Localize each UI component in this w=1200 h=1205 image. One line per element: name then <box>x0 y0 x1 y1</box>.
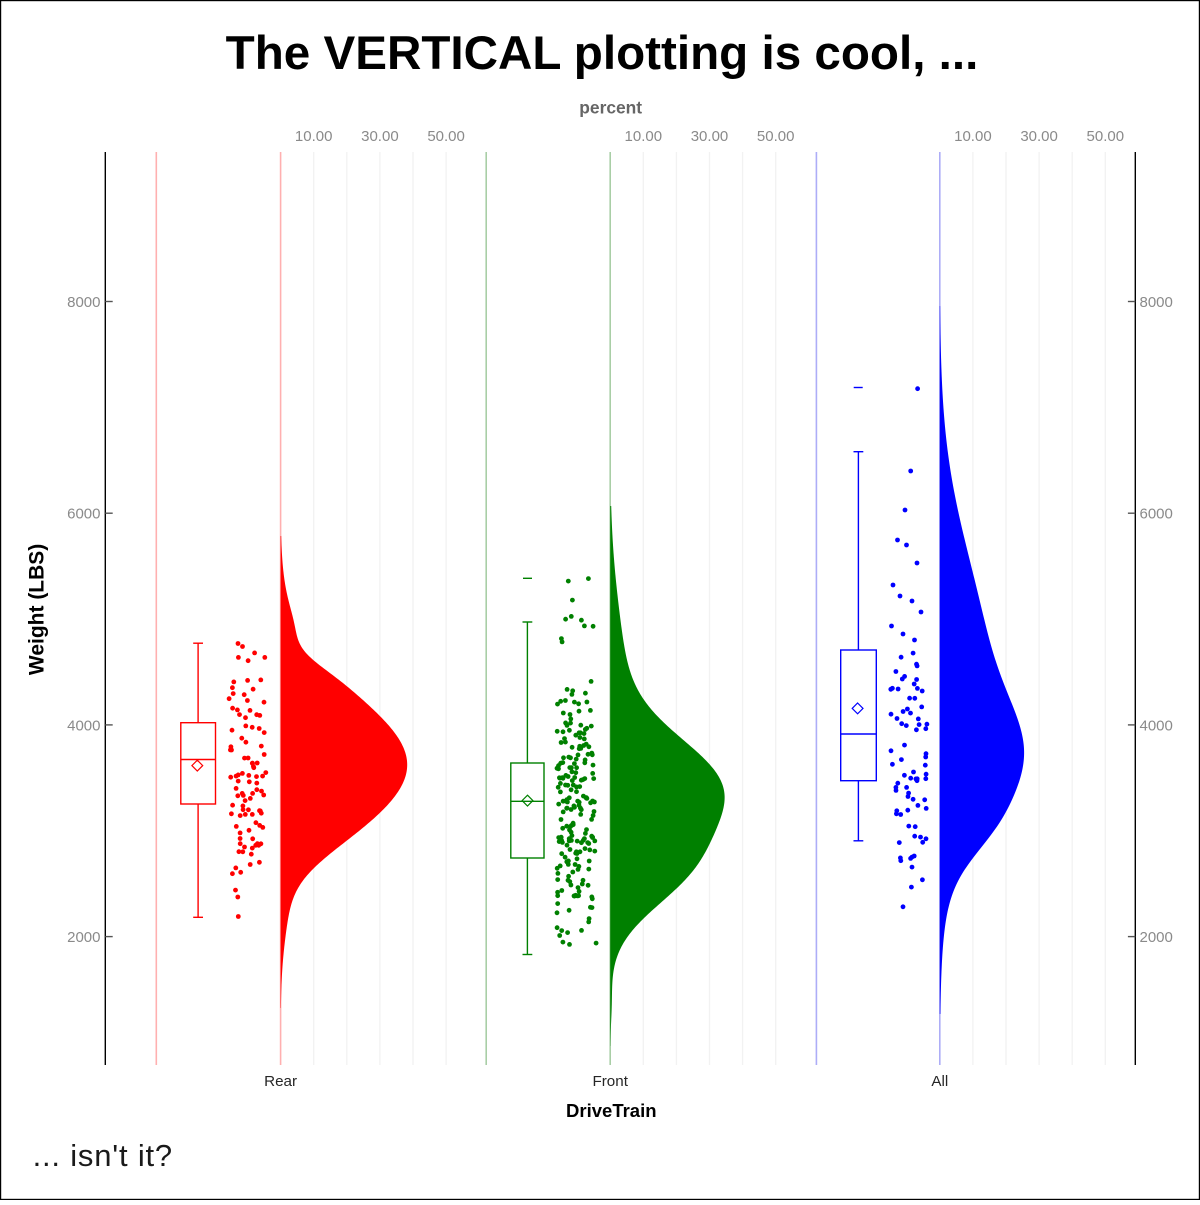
svg-text:10.00: 10.00 <box>295 128 333 145</box>
svg-text:30.00: 30.00 <box>361 128 399 145</box>
svg-text:50.00: 50.00 <box>757 128 795 145</box>
svg-text:6000: 6000 <box>67 506 100 523</box>
svg-text:... isn't it?: ... isn't it? <box>33 1138 173 1173</box>
svg-text:4000: 4000 <box>67 717 100 734</box>
svg-text:8000: 8000 <box>1140 294 1173 311</box>
svg-text:Weight (LBS): Weight (LBS) <box>26 544 49 675</box>
svg-text:8000: 8000 <box>67 294 100 311</box>
svg-text:6000: 6000 <box>1140 506 1173 523</box>
svg-text:50.00: 50.00 <box>427 128 465 145</box>
svg-text:The VERTICAL plotting is cool,: The VERTICAL plotting is cool, ... <box>226 27 979 80</box>
svg-text:10.00: 10.00 <box>625 128 663 145</box>
svg-text:percent: percent <box>579 98 642 118</box>
svg-text:2000: 2000 <box>67 929 100 946</box>
svg-text:4000: 4000 <box>1140 717 1173 734</box>
svg-text:Front: Front <box>592 1073 628 1090</box>
svg-text:50.00: 50.00 <box>1087 128 1125 145</box>
svg-text:30.00: 30.00 <box>691 128 729 145</box>
svg-text:30.00: 30.00 <box>1020 128 1058 145</box>
svg-text:2000: 2000 <box>1140 929 1173 946</box>
svg-text:10.00: 10.00 <box>954 128 992 145</box>
svg-text:Rear: Rear <box>264 1073 297 1090</box>
svg-text:All: All <box>931 1073 948 1090</box>
svg-text:DriveTrain: DriveTrain <box>566 1100 657 1121</box>
